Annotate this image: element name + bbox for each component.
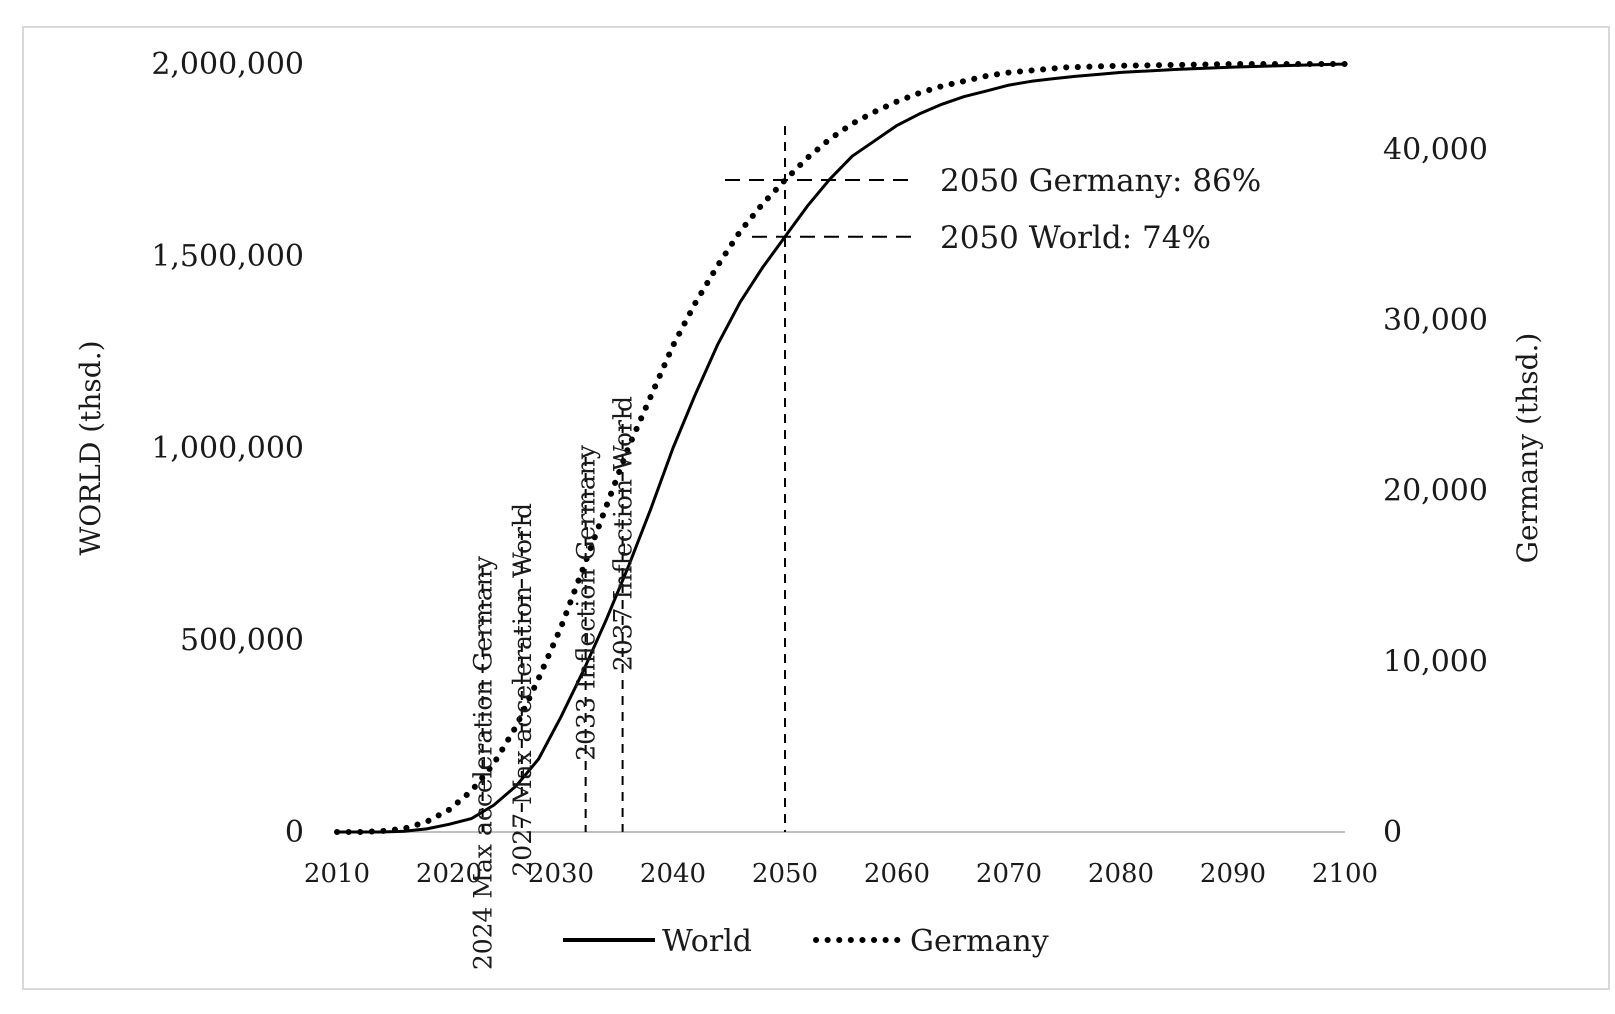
y-left-tick-label: 1,000,000 (151, 431, 304, 466)
series-layer (334, 61, 1348, 835)
x-tick-label: 2040 (640, 859, 706, 889)
y-right-tick-label: 10,000 (1383, 644, 1488, 679)
y-left-axis-title: WORLD (thsd.) (74, 340, 107, 555)
series-line-world (337, 62, 1346, 834)
vertical-marker-label: 2033 Inflection Germany (572, 444, 601, 761)
y-right-tick-label: 0 (1383, 815, 1402, 850)
y-right-tick-label: 30,000 (1383, 303, 1488, 338)
y-left-tick-label: 1,500,000 (151, 239, 304, 274)
x-tick-label: 2010 (304, 859, 370, 889)
tick-labels: 2010 2020 2030 2040 2050 2060 2070 2080 2090 2100… (151, 47, 1488, 889)
x-tick-label: 2080 (1088, 859, 1154, 889)
y-right-tick-label: 40,000 (1383, 132, 1488, 167)
marker-labels: 2024 Max acceleration Germany 2027 Max ac… (469, 163, 1262, 970)
callout-label: 2050 World: 74% (940, 220, 1211, 256)
y-right-axis-title: Germany (thsd.) (1511, 333, 1544, 564)
y-left-tick-label: 2,000,000 (151, 47, 304, 82)
x-tick-label: 2050 (752, 859, 818, 889)
vertical-marker-label: 2037 Inflection World (609, 396, 638, 671)
vertical-marker-label: 2024 Max acceleration Germany (469, 555, 498, 970)
chart-frame (22, 26, 1610, 990)
y-left-tick-label: 0 (285, 815, 304, 850)
y-right-tick-label: 20,000 (1383, 474, 1488, 509)
legend-germany-label: Germany (910, 924, 1049, 959)
x-tick-label: 2030 (528, 859, 594, 889)
x-tick-label: 2020 (416, 859, 482, 889)
x-tick-label: 2060 (864, 859, 930, 889)
vertical-marker-label: 2027 Max acceleration World (508, 503, 537, 877)
x-tick-label: 2070 (976, 859, 1042, 889)
callout-guides (725, 179, 912, 238)
y-left-tick-label: 500,000 (180, 623, 304, 658)
legend: World Germany (563, 924, 1049, 959)
x-tick-label: 2100 (1312, 859, 1378, 889)
callout-label: 2050 Germany: 86% (940, 163, 1261, 199)
series-line-germany (334, 61, 1348, 835)
legend-world-label: World (662, 924, 752, 959)
x-tick-label: 2090 (1200, 859, 1266, 889)
